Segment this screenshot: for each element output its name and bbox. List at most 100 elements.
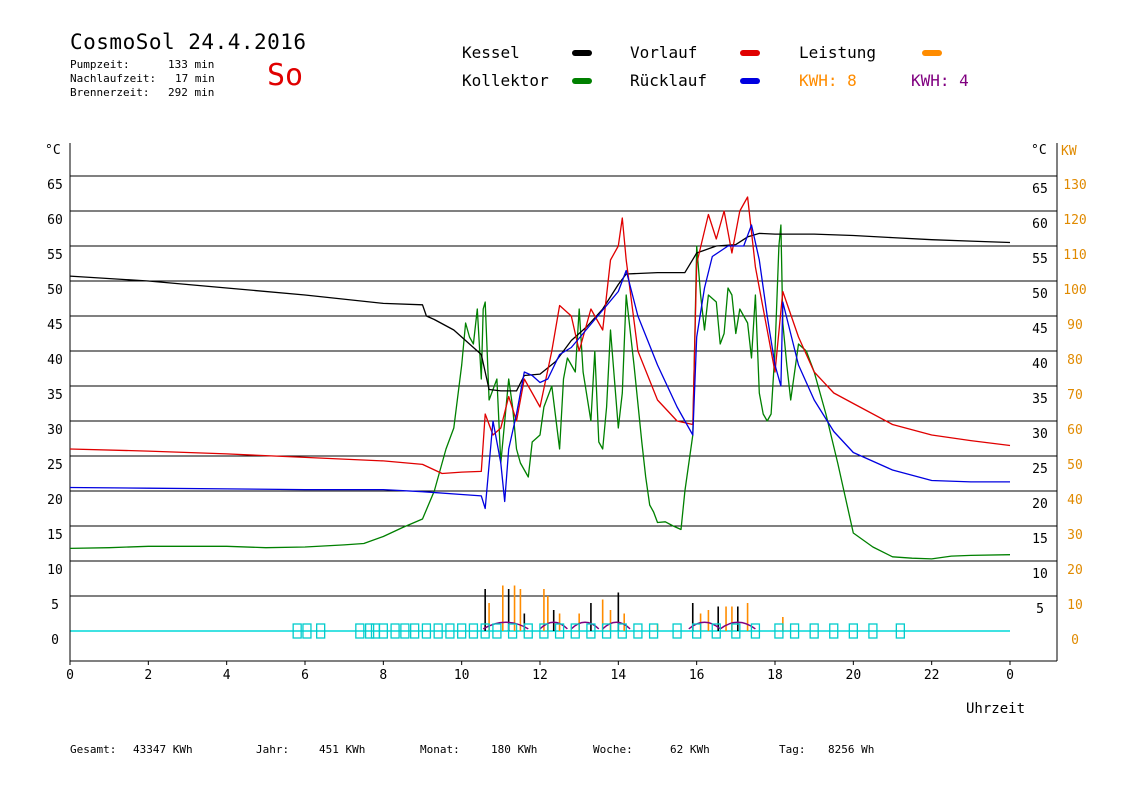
pump-marker	[601, 623, 612, 639]
footer-monat-value: 180 KWh	[491, 743, 538, 756]
y-tick-label-left: 40	[47, 353, 63, 368]
x-tick-label: 16	[689, 668, 705, 683]
y-tick-label-left: 0	[51, 633, 59, 648]
pump-marker	[868, 623, 878, 639]
pump-marker	[554, 623, 565, 639]
footer-jahr-value: 451 KWh	[319, 743, 366, 756]
pump-marker	[421, 623, 432, 639]
pump-marker	[633, 623, 643, 639]
y-tick-label-left: 65	[47, 178, 63, 193]
y-tick-label-kw: 120	[1063, 213, 1086, 228]
pump-marker	[539, 623, 549, 639]
x-tick-label: 18	[767, 668, 783, 683]
y-tick-label-left: 5	[51, 598, 59, 613]
y-tick-label-right: 65	[1032, 182, 1048, 197]
legend-kollektor: Kollektor	[462, 71, 549, 90]
y-tick-label-right: 15	[1032, 532, 1048, 547]
footer-gesamt-label: Gesamt:	[70, 743, 117, 756]
y-tick-label-kw: 40	[1067, 493, 1083, 508]
y-tick-label-kw: 20	[1067, 563, 1083, 578]
footer-tag-value: 8256 Wh	[828, 743, 875, 756]
nachlaufzeit-label: Nachlaufzeit:	[70, 72, 157, 85]
y-tick-label-kw: 90	[1067, 318, 1083, 333]
y-tick-label-left: 10	[47, 563, 63, 578]
footer-woche-value: 62 KWh	[670, 743, 710, 756]
axes	[69, 143, 1058, 665]
pumpzeit-label: Pumpzeit:	[70, 58, 130, 71]
x-tick-label: 10	[454, 668, 470, 683]
axis-labels: 0 2 4 6 8 10 12 14 16 18 20 22 005101520253035404550…	[47, 178, 1087, 683]
y-tick-label-right: 20	[1032, 497, 1048, 512]
y-tick-label-right: 60	[1032, 217, 1048, 232]
y-tick-label-kw: 30	[1067, 528, 1083, 543]
legend-kessel: Kessel	[462, 43, 520, 62]
series-line-ruecklauf	[69, 224, 1010, 510]
x-tick-label: 12	[532, 668, 548, 683]
y-tick-label-right: 40	[1032, 357, 1048, 372]
pump-marker	[692, 623, 702, 639]
x-tick-label: 2	[144, 668, 152, 683]
y-tick-label-kw: 80	[1067, 353, 1083, 368]
legend-kwh-purple: KWH: 4	[911, 71, 969, 90]
series-line-kollektor	[69, 224, 1011, 560]
pump-marker	[711, 623, 721, 639]
brennerzeit-value: 292 min	[168, 86, 215, 99]
y-tick-label-left: 15	[47, 528, 63, 543]
x-tick-label: 8	[379, 668, 387, 683]
x-tick-label: 4	[223, 668, 231, 683]
pump-marker	[895, 623, 905, 639]
y-tick-label-left: 30	[47, 423, 63, 438]
x-tick-label: 0	[66, 668, 74, 683]
pump-marker	[586, 623, 596, 639]
y-tick-label-kw: 130	[1063, 178, 1086, 193]
pump-marker	[302, 623, 312, 639]
pump-marker	[672, 623, 682, 639]
legend-leistung: Leistung	[799, 43, 877, 62]
legend-ruecklauf-swatch	[740, 78, 760, 84]
y-tick-label-left: 25	[47, 458, 63, 473]
y-tick-label-kw: 10	[1067, 598, 1083, 613]
pump-marker	[390, 623, 400, 639]
y-tick-label-right: 30	[1032, 427, 1048, 442]
footer-tag-label: Tag:	[779, 743, 806, 756]
pump-marker	[809, 623, 819, 639]
y-tick-label-kw: 110	[1063, 248, 1086, 263]
y-tick-label-left: 35	[47, 388, 63, 403]
x-tick-label: 22	[924, 668, 940, 683]
pump-marker	[468, 623, 479, 639]
y-tick-label-right: 55	[1032, 252, 1048, 267]
pump-marker	[292, 623, 302, 639]
chart-title: CosmoSol 24.4.2016	[70, 30, 307, 54]
weekday-label: So	[267, 58, 304, 93]
pump-marker	[507, 623, 518, 639]
pump-marker	[731, 623, 741, 639]
brennerzeit-label: Brennerzeit:	[70, 86, 150, 99]
y-tick-label-left: 45	[47, 318, 63, 333]
y-tick-label-left: 50	[47, 283, 63, 298]
pump-marker	[789, 623, 800, 639]
y-tick-label-left: 20	[47, 493, 63, 508]
footer-gesamt-value: 43347 KWh	[133, 743, 193, 756]
y-tick-label-right: 45	[1032, 322, 1048, 337]
pump-marker	[523, 623, 533, 639]
y-axis-unit-right: °C	[1031, 143, 1047, 158]
energy-curve	[482, 621, 756, 630]
grid-lines	[70, 175, 1057, 632]
pump-marker	[750, 623, 761, 639]
y-axis-unit-left: °C	[45, 143, 61, 158]
y-axis-unit-kw: KW	[1061, 144, 1077, 159]
y-tick-label-kw: 50	[1067, 458, 1083, 473]
x-tick-label: 0	[1006, 668, 1014, 683]
pump-marker	[400, 623, 410, 639]
y-tick-label-left: 60	[47, 213, 63, 228]
legend-vorlauf: Vorlauf	[630, 43, 698, 62]
footer-monat-label: Monat:	[420, 743, 460, 756]
legend-ruecklauf: Rücklauf	[630, 71, 708, 90]
y-tick-label-right: 25	[1032, 462, 1048, 477]
series-layer	[69, 196, 1011, 560]
legend-vorlauf-swatch	[740, 50, 760, 56]
pump-marker	[648, 623, 659, 639]
pump-markers-layer	[292, 623, 905, 639]
y-tick-label-kw: 70	[1067, 388, 1083, 403]
